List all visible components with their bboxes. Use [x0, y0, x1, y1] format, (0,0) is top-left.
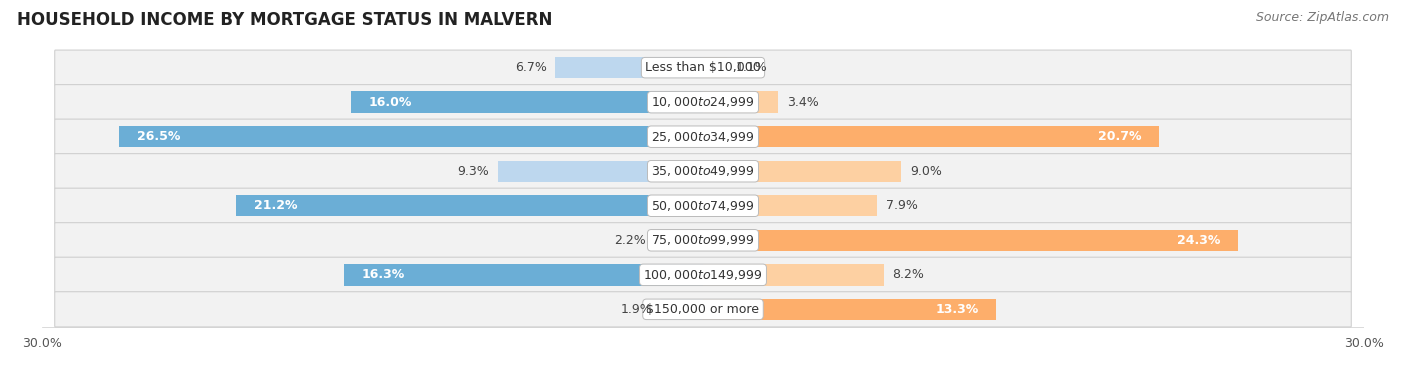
- Bar: [703, 299, 995, 320]
- Text: $35,000 to $49,999: $35,000 to $49,999: [651, 164, 755, 178]
- Text: 2.2%: 2.2%: [614, 234, 645, 247]
- Bar: [703, 195, 877, 216]
- Text: 9.3%: 9.3%: [457, 165, 489, 178]
- Bar: [703, 57, 727, 78]
- Text: 7.9%: 7.9%: [886, 199, 918, 212]
- Text: 13.3%: 13.3%: [935, 303, 979, 316]
- Bar: [236, 195, 703, 216]
- Text: 6.7%: 6.7%: [515, 61, 547, 74]
- Text: 1.9%: 1.9%: [620, 303, 652, 316]
- Text: 1.1%: 1.1%: [737, 61, 768, 74]
- FancyBboxPatch shape: [55, 50, 1351, 85]
- Bar: [703, 264, 883, 285]
- Text: $150,000 or more: $150,000 or more: [647, 303, 759, 316]
- Bar: [655, 230, 703, 251]
- Bar: [703, 230, 1239, 251]
- Text: 20.7%: 20.7%: [1098, 130, 1142, 143]
- Bar: [498, 161, 703, 182]
- FancyBboxPatch shape: [55, 154, 1351, 189]
- Text: $50,000 to $74,999: $50,000 to $74,999: [651, 199, 755, 213]
- Text: 3.4%: 3.4%: [787, 96, 818, 109]
- Text: 21.2%: 21.2%: [253, 199, 297, 212]
- Text: 8.2%: 8.2%: [893, 268, 924, 281]
- FancyBboxPatch shape: [55, 84, 1351, 120]
- Bar: [703, 161, 901, 182]
- FancyBboxPatch shape: [55, 188, 1351, 223]
- Text: 9.0%: 9.0%: [910, 165, 942, 178]
- Bar: [703, 126, 1159, 147]
- FancyBboxPatch shape: [55, 119, 1351, 154]
- Bar: [555, 57, 703, 78]
- Text: 16.3%: 16.3%: [361, 268, 405, 281]
- FancyBboxPatch shape: [55, 292, 1351, 327]
- Bar: [350, 92, 703, 113]
- FancyBboxPatch shape: [55, 223, 1351, 258]
- Text: $100,000 to $149,999: $100,000 to $149,999: [644, 268, 762, 282]
- Bar: [344, 264, 703, 285]
- Text: Source: ZipAtlas.com: Source: ZipAtlas.com: [1256, 11, 1389, 24]
- Bar: [661, 299, 703, 320]
- Text: HOUSEHOLD INCOME BY MORTGAGE STATUS IN MALVERN: HOUSEHOLD INCOME BY MORTGAGE STATUS IN M…: [17, 11, 553, 29]
- Bar: [120, 126, 703, 147]
- FancyBboxPatch shape: [55, 257, 1351, 293]
- Bar: [703, 92, 778, 113]
- Text: $10,000 to $24,999: $10,000 to $24,999: [651, 95, 755, 109]
- Text: 26.5%: 26.5%: [136, 130, 180, 143]
- Text: $25,000 to $34,999: $25,000 to $34,999: [651, 130, 755, 144]
- Text: 16.0%: 16.0%: [368, 96, 412, 109]
- Text: $75,000 to $99,999: $75,000 to $99,999: [651, 233, 755, 247]
- Text: Less than $10,000: Less than $10,000: [645, 61, 761, 74]
- Text: 24.3%: 24.3%: [1177, 234, 1220, 247]
